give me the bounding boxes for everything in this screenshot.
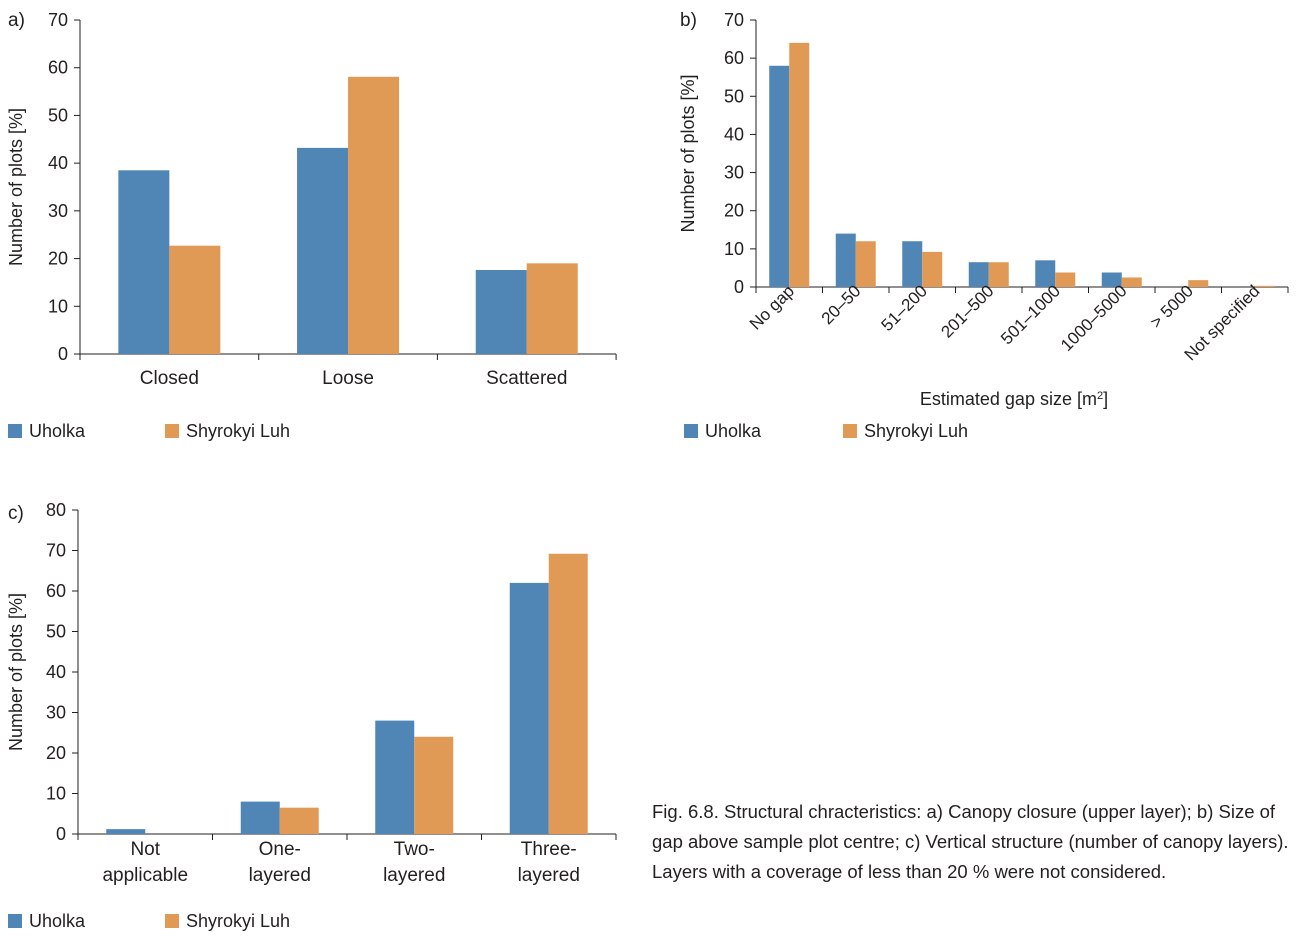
legend-swatch-shyrokyi-luh bbox=[165, 424, 179, 438]
legend-label-uholka: Uholka bbox=[705, 421, 762, 441]
bar-uholka bbox=[106, 829, 146, 834]
x-tick-label: One- bbox=[259, 839, 301, 860]
x-tick-label: Not bbox=[130, 839, 160, 860]
bar-shyrokyi-luh bbox=[1055, 272, 1076, 287]
bar-shyrokyi-luh bbox=[1121, 277, 1142, 287]
bar-shyrokyi-luh bbox=[348, 76, 400, 354]
bar-shyrokyi-luh bbox=[414, 736, 454, 834]
y-tick-label: 40 bbox=[46, 662, 66, 682]
y-tick-label: 10 bbox=[724, 239, 744, 259]
bar-uholka bbox=[769, 65, 790, 288]
x-tick-label: 1000–5000 bbox=[1057, 281, 1131, 355]
x-tick-label: layered bbox=[383, 865, 445, 886]
y-tick-label: 10 bbox=[48, 296, 68, 316]
y-tick-label: 60 bbox=[48, 58, 68, 78]
y-tick-label: 0 bbox=[56, 824, 66, 844]
legend-label-shyrokyi-luh: Shyrokyi Luh bbox=[186, 911, 290, 931]
y-tick-label: 50 bbox=[48, 105, 68, 125]
bar-uholka bbox=[968, 262, 989, 287]
y-tick-label: 40 bbox=[48, 153, 68, 173]
panel-label: b) bbox=[680, 10, 697, 31]
legend-label-shyrokyi-luh: Shyrokyi Luh bbox=[864, 421, 968, 441]
bar-shyrokyi-luh bbox=[1188, 280, 1209, 287]
bar-shyrokyi-luh bbox=[279, 807, 319, 834]
x-tick-label: 51–200 bbox=[878, 281, 932, 335]
x-tick-label: layered bbox=[249, 865, 311, 886]
x-tick-label: Closed bbox=[140, 368, 199, 389]
bar-shyrokyi-luh bbox=[922, 251, 943, 287]
legend-swatch-uholka bbox=[684, 424, 698, 438]
legend-label-uholka: Uholka bbox=[29, 421, 86, 441]
legend-label-uholka: Uholka bbox=[29, 911, 86, 931]
y-tick-label: 70 bbox=[48, 10, 68, 30]
bar-shyrokyi-luh bbox=[548, 553, 588, 834]
bar-uholka bbox=[240, 801, 280, 834]
legend-swatch-uholka bbox=[8, 424, 22, 438]
y-axis-label: Number of plots [%] bbox=[678, 74, 698, 232]
bar-uholka bbox=[835, 233, 856, 287]
bar-uholka bbox=[475, 270, 527, 354]
bar-shyrokyi-luh bbox=[169, 245, 221, 354]
y-tick-label: 60 bbox=[46, 581, 66, 601]
y-tick-label: 40 bbox=[724, 124, 744, 144]
bar-shyrokyi-luh bbox=[789, 42, 810, 288]
bar-uholka bbox=[1035, 260, 1056, 287]
bar-shyrokyi-luh bbox=[855, 241, 876, 287]
y-tick-label: 0 bbox=[734, 277, 744, 297]
y-tick-label: 50 bbox=[46, 622, 66, 642]
bar-uholka bbox=[375, 720, 415, 834]
bar-uholka bbox=[1101, 272, 1122, 287]
x-tick-label: > 5000 bbox=[1147, 281, 1198, 332]
x-tick-label: Two- bbox=[394, 839, 435, 860]
y-tick-label: 80 bbox=[46, 500, 66, 520]
x-tick-label: layered bbox=[518, 865, 580, 886]
y-tick-label: 30 bbox=[724, 163, 744, 183]
bar-shyrokyi-luh bbox=[526, 263, 578, 354]
x-tick-label: Loose bbox=[322, 368, 374, 389]
legend-swatch-uholka bbox=[8, 914, 22, 928]
y-tick-label: 30 bbox=[48, 201, 68, 221]
y-tick-label: 50 bbox=[724, 86, 744, 106]
bar-shyrokyi-luh bbox=[1254, 285, 1275, 287]
panel-label: c) bbox=[8, 503, 24, 524]
y-tick-label: 20 bbox=[724, 201, 744, 221]
bar-uholka bbox=[118, 170, 170, 354]
bar-shyrokyi-luh bbox=[988, 262, 1009, 287]
y-tick-label: 70 bbox=[46, 541, 66, 561]
x-tick-label: Three- bbox=[521, 839, 577, 860]
legend-swatch-shyrokyi-luh bbox=[843, 424, 857, 438]
y-tick-label: 20 bbox=[46, 743, 66, 763]
x-tick-label: No gap bbox=[746, 281, 798, 333]
bar-uholka bbox=[297, 147, 349, 354]
y-tick-label: 70 bbox=[724, 10, 744, 30]
legend-swatch-shyrokyi-luh bbox=[165, 914, 179, 928]
y-axis-label: Number of plots [%] bbox=[6, 108, 26, 266]
bar-uholka bbox=[902, 241, 923, 287]
y-axis-label: Number of plots [%] bbox=[6, 593, 26, 751]
x-tick-label: 201–500 bbox=[937, 281, 997, 341]
y-tick-label: 60 bbox=[724, 48, 744, 68]
x-axis-label: Estimated gap size [m2] bbox=[920, 389, 1108, 409]
bar-uholka bbox=[509, 582, 549, 834]
legend-label-shyrokyi-luh: Shyrokyi Luh bbox=[186, 421, 290, 441]
y-tick-label: 20 bbox=[48, 249, 68, 269]
x-tick-label: Scattered bbox=[486, 368, 567, 389]
y-tick-label: 10 bbox=[46, 784, 66, 804]
x-tick-label: 20–50 bbox=[818, 281, 865, 328]
figure-caption: Fig. 6.8. Structural chracteristics: a) … bbox=[652, 801, 1289, 882]
y-tick-label: 30 bbox=[46, 703, 66, 723]
panel-label: a) bbox=[8, 10, 25, 31]
x-tick-label: 501–1000 bbox=[997, 281, 1064, 348]
y-tick-label: 0 bbox=[58, 344, 68, 364]
x-tick-label: applicable bbox=[102, 865, 188, 886]
